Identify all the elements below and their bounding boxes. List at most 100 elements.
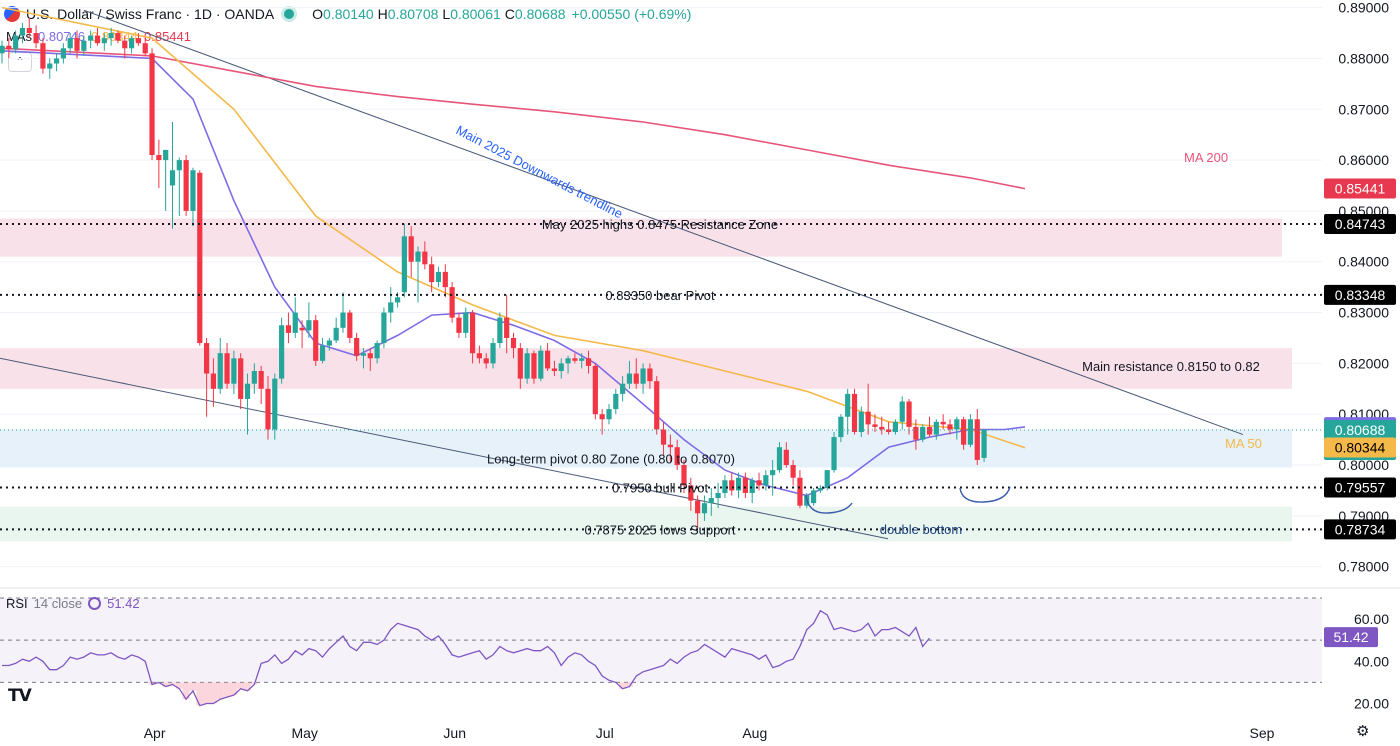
candle-body <box>974 419 980 460</box>
candle-body <box>906 401 912 427</box>
y-tick-label: 0.83000 <box>1338 305 1389 321</box>
candle-body <box>879 426 885 430</box>
candle-body <box>510 337 517 349</box>
candle-body <box>435 271 442 283</box>
x-tick-label: May <box>291 725 317 741</box>
annotation-ma200: MA 200 <box>1184 150 1228 165</box>
candle-body <box>53 58 60 64</box>
rsi-value-label <box>1324 627 1378 648</box>
candle-body <box>26 27 32 34</box>
rsi-params: 14 close <box>33 596 83 611</box>
candle-body <box>231 358 237 384</box>
candle-body <box>190 170 196 211</box>
symbol-title[interactable]: U.S. Dollar / Swiss Franc · 1D · OANDA <box>26 6 275 22</box>
candle-body <box>128 38 135 49</box>
annotation-main-resistance: Main resistance 0.8150 to 0.82 <box>1082 359 1260 374</box>
candle-body <box>620 383 626 394</box>
candle-body <box>279 325 285 379</box>
market-status-icon <box>284 9 295 19</box>
y-tick-label: 0.86000 <box>1338 152 1389 168</box>
price-axis-label <box>1324 178 1396 199</box>
rsi-line <box>2 609 931 707</box>
candle-body <box>579 358 585 361</box>
x-tick-label: Jun <box>443 725 466 741</box>
candle-body <box>367 353 373 359</box>
candle-body <box>831 437 837 471</box>
candle-body <box>108 33 114 39</box>
candle-body <box>401 236 407 293</box>
candle-body <box>742 477 748 493</box>
rsi-tick-label: 20.00 <box>1354 695 1389 711</box>
candle-body <box>483 358 489 364</box>
candle-body <box>115 33 121 41</box>
price-axis-label-text: 0.80688 <box>1335 422 1386 438</box>
y-tick-label: 0.80000 <box>1338 457 1389 473</box>
candle-body <box>558 363 564 372</box>
ma20-line <box>1 50 1026 497</box>
candle-body <box>524 353 530 379</box>
candle-body <box>838 416 844 438</box>
candle-body <box>135 38 141 44</box>
candle-body <box>183 160 189 211</box>
level-label: May 2025 highs 0.8475 Resistance Zone <box>542 217 778 232</box>
candle-body <box>326 340 332 346</box>
gear-icon[interactable]: ⚙ <box>1356 723 1370 740</box>
price-axis-label-text: 0.78734 <box>1335 521 1386 537</box>
candle-body <box>967 419 974 445</box>
candle-body <box>551 368 558 372</box>
candle-body <box>538 350 544 379</box>
candle-body <box>660 429 667 445</box>
candle-body <box>872 424 878 427</box>
ma20-value: 0.80746 <box>38 29 85 44</box>
candle-body <box>238 358 244 399</box>
price-axis-label-text: 0.85441 <box>1335 181 1386 197</box>
tradingview-logo[interactable]: TV <box>8 686 32 706</box>
candle-body <box>74 38 80 51</box>
candle-body <box>797 477 803 506</box>
candle-body <box>156 155 162 161</box>
candle-body <box>667 444 673 448</box>
candle-body <box>40 43 46 69</box>
candle-body <box>244 383 251 399</box>
y-tick-label: 0.87000 <box>1338 101 1389 117</box>
candle-body <box>19 27 26 36</box>
candle-body <box>681 465 687 486</box>
price-axis-label <box>1324 519 1396 540</box>
candle-body <box>429 264 435 283</box>
close-value: 0.80688 <box>514 6 566 22</box>
candle-body <box>142 43 148 54</box>
candle-body <box>197 172 203 344</box>
candle-body <box>333 327 339 341</box>
candle-body <box>545 350 551 369</box>
candle-body <box>613 393 619 410</box>
candle-body <box>169 170 176 186</box>
rsi-legend[interactable]: RSI 14 close 51.42 <box>6 596 140 611</box>
candle-body <box>599 414 605 420</box>
candle-body <box>824 470 830 488</box>
candle-body <box>408 236 414 262</box>
candle-body <box>415 251 421 262</box>
price-zone <box>0 429 1292 468</box>
candle-body <box>0 45 5 54</box>
candle-body <box>749 480 755 493</box>
candle-body <box>265 388 271 430</box>
candle-body <box>360 353 367 356</box>
annotation-ma50: MA 50 <box>1225 436 1262 451</box>
level-label: 0.7950 bull Pivot <box>612 481 709 496</box>
candle-body <box>163 149 169 161</box>
candle-body <box>210 373 217 389</box>
ma-legend-label: MAs <box>6 29 32 44</box>
candle-body <box>770 470 776 476</box>
rsi-value-label-text: 51.42 <box>1333 629 1368 645</box>
candle-body <box>701 503 708 514</box>
candle-body <box>463 312 469 333</box>
x-tick-label: Jul <box>596 725 614 741</box>
rsi-band <box>0 598 1322 683</box>
candle-body <box>817 487 823 491</box>
candle-body <box>469 312 476 354</box>
candle-body <box>176 160 182 171</box>
y-tick-label: 0.82000 <box>1338 355 1389 371</box>
rsi-tick-label: 60.00 <box>1354 611 1389 627</box>
open-label: O <box>312 6 324 22</box>
